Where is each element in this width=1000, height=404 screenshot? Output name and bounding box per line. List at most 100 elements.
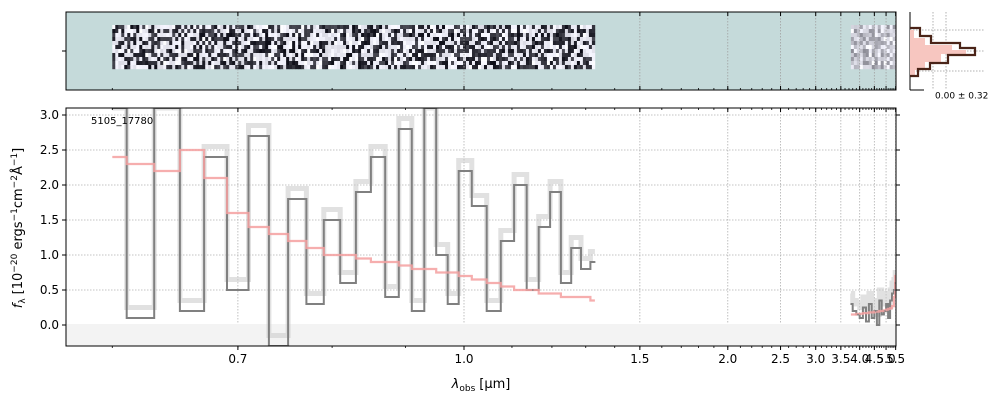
- two-d-pixel: [439, 45, 443, 50]
- two-d-pixel: [501, 49, 506, 54]
- two-d-pixel: [406, 61, 410, 66]
- two-d-pixel: [316, 53, 320, 58]
- two-d-pixel: [145, 45, 149, 50]
- two-d-pixel: [540, 57, 545, 62]
- two-d-pixel: [169, 65, 173, 70]
- two-d-pixel: [178, 41, 182, 46]
- two-d-pixel: [319, 61, 323, 66]
- two-d-pixel: [157, 29, 161, 34]
- two-d-pixel: [376, 45, 380, 50]
- two-d-pixel: [373, 61, 377, 66]
- two-d-pixel: [549, 41, 554, 46]
- two-d-pixel: [169, 49, 173, 54]
- two-d-pixel: [196, 33, 200, 38]
- two-d-pixel: [448, 25, 452, 30]
- two-d-pixel: [877, 45, 882, 50]
- two-d-pixel: [313, 25, 317, 30]
- two-d-pixel: [205, 53, 209, 58]
- two-d-pixel: [265, 41, 269, 46]
- two-d-pixel: [567, 57, 572, 62]
- two-d-pixel: [295, 25, 299, 30]
- two-d-pixel: [139, 53, 143, 58]
- two-d-pixel: [295, 61, 299, 66]
- two-d-pixel: [130, 41, 134, 46]
- two-d-pixel: [883, 45, 887, 50]
- two-d-pixel: [178, 37, 182, 42]
- two-d-pixel: [220, 29, 224, 34]
- two-d-pixel: [235, 45, 239, 50]
- two-d-pixel: [400, 45, 404, 50]
- two-d-pixel: [346, 33, 350, 38]
- two-d-pixel: [585, 65, 590, 70]
- two-d-pixel: [555, 37, 560, 42]
- two-d-pixel: [352, 49, 356, 54]
- two-d-pixel: [340, 33, 344, 38]
- two-d-pixel: [504, 57, 509, 62]
- two-d-pixel: [250, 65, 254, 70]
- two-d-pixel: [154, 45, 158, 50]
- two-d-pixel: [424, 41, 428, 46]
- two-d-pixel: [463, 41, 467, 46]
- two-d-pixel: [543, 41, 548, 46]
- two-d-pixel: [376, 37, 380, 42]
- two-d-pixel: [355, 65, 359, 70]
- two-d-pixel: [555, 65, 560, 70]
- two-d-pixel: [498, 61, 503, 66]
- two-d-pixel: [436, 37, 440, 42]
- two-d-pixel: [244, 33, 248, 38]
- two-d-pixel: [507, 57, 512, 62]
- two-d-pixel: [175, 61, 179, 66]
- two-d-pixel: [570, 29, 575, 34]
- two-d-pixel: [856, 37, 861, 42]
- two-d-pixel: [238, 25, 242, 30]
- two-d-pixel: [480, 41, 485, 46]
- two-d-pixel: [286, 65, 290, 70]
- two-d-pixel: [337, 57, 341, 62]
- two-d-pixel: [238, 29, 242, 34]
- two-d-pixel: [892, 33, 896, 38]
- two-d-pixel: [361, 25, 365, 30]
- two-d-pixel: [343, 57, 347, 62]
- two-d-pixel: [286, 45, 290, 50]
- two-d-pixel: [507, 45, 512, 50]
- two-d-pixel: [451, 61, 455, 66]
- two-d-pixel: [370, 57, 374, 62]
- two-d-pixel: [477, 57, 482, 62]
- two-d-pixel: [525, 49, 530, 54]
- two-d-pixel: [394, 41, 398, 46]
- two-d-pixel: [253, 61, 257, 66]
- two-d-pixel: [154, 65, 158, 70]
- two-d-pixel: [136, 53, 140, 58]
- two-d-pixel: [880, 41, 885, 46]
- two-d-pixel: [148, 49, 152, 54]
- two-d-pixel: [262, 65, 266, 70]
- two-d-pixel: [196, 25, 200, 30]
- two-d-pixel: [576, 49, 581, 54]
- two-d-pixel: [202, 29, 206, 34]
- two-d-pixel: [271, 29, 275, 34]
- two-d-pixel: [220, 49, 224, 54]
- two-d-pixel: [406, 29, 410, 34]
- two-d-pixel: [232, 25, 236, 30]
- two-d-pixel: [457, 61, 461, 66]
- two-d-pixel: [277, 57, 281, 62]
- two-d-pixel: [277, 45, 281, 50]
- two-d-pixel: [112, 61, 116, 66]
- two-d-pixel: [292, 49, 296, 54]
- two-d-pixel: [391, 61, 395, 66]
- two-d-pixel: [418, 61, 422, 66]
- two-d-pixel: [424, 49, 428, 54]
- two-d-pixel: [124, 29, 128, 34]
- two-d-pixel: [871, 45, 876, 50]
- two-d-pixel: [163, 49, 167, 54]
- two-d-pixel: [247, 49, 251, 54]
- flux-point: [872, 317, 874, 319]
- two-d-pixel: [471, 45, 476, 50]
- two-d-pixel: [265, 37, 269, 42]
- two-d-pixel: [868, 29, 873, 34]
- two-d-pixel: [193, 29, 197, 34]
- two-d-pixel: [394, 57, 398, 62]
- two-d-pixel: [582, 33, 587, 38]
- two-d-pixel: [573, 49, 578, 54]
